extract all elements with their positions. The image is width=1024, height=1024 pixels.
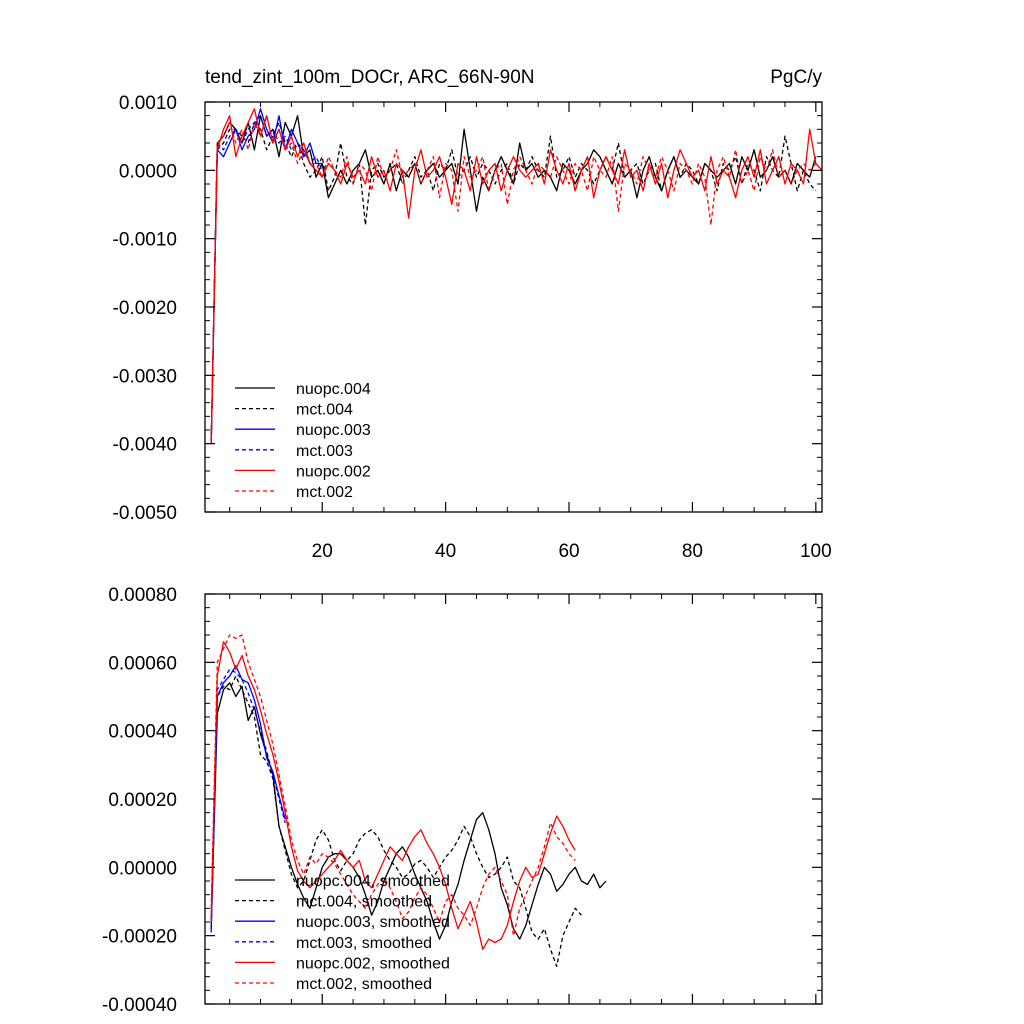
top-series-line-3 bbox=[210, 115, 323, 444]
top-series-line-4 bbox=[210, 108, 823, 444]
top-chart: tend_zint_100m_DOCr, ARC_66N-90N PgC/y 0… bbox=[113, 67, 832, 562]
top-y-tick-label: -0.0010 bbox=[113, 230, 177, 251]
bot-series-line-1 bbox=[210, 675, 582, 968]
top-series-line-2 bbox=[210, 108, 323, 444]
top-legend-label-5: mct.002 bbox=[296, 484, 353, 501]
top-legend-label-2: nuopc.003 bbox=[296, 422, 371, 439]
bot-y-tick-label: -0.00020 bbox=[102, 927, 177, 948]
bot-y-tick-label: 0.00060 bbox=[108, 653, 177, 674]
bot-legend-label-3: mct.003, smoothed bbox=[296, 935, 432, 952]
top-y-tick-label: -0.0050 bbox=[113, 503, 177, 524]
bot-series-line-3 bbox=[210, 668, 286, 923]
bot-legend-label-0: nuopc.004, smoothed bbox=[296, 873, 450, 890]
bot-legend-label-1: mct.004, smoothed bbox=[296, 894, 432, 911]
bot-legend-label-4: nuopc.002, smoothed bbox=[296, 955, 450, 972]
bot-series-line-2 bbox=[210, 665, 286, 933]
bot-y-tick-label: 0.00040 bbox=[108, 722, 177, 743]
top-x-tick-label: 40 bbox=[435, 541, 456, 562]
top-x-tick-label: 80 bbox=[682, 541, 703, 562]
chart-units-label: PgC/y bbox=[770, 67, 822, 88]
bot-series-line-4 bbox=[210, 641, 576, 950]
top-legend-label-1: mct.004 bbox=[296, 402, 353, 419]
bot-legend-label-5: mct.002, smoothed bbox=[296, 976, 432, 993]
top-series-layer bbox=[210, 108, 823, 444]
top-legend-label-0: nuopc.004 bbox=[296, 381, 371, 398]
top-x-tick-label: 100 bbox=[800, 541, 832, 562]
top-x-tick-label: 60 bbox=[558, 541, 579, 562]
bot-y-tick-label: 0.00080 bbox=[108, 585, 177, 606]
top-y-tick-label: -0.0020 bbox=[113, 298, 177, 319]
bot-series-line-0 bbox=[210, 682, 607, 940]
top-legend-label-3: mct.003 bbox=[296, 443, 353, 460]
top-x-tick-label: 20 bbox=[312, 541, 333, 562]
bot-legend-label-2: nuopc.003, smoothed bbox=[296, 914, 450, 931]
top-y-tick-label: 0.0010 bbox=[119, 93, 177, 114]
top-y-axis: 0.0010 0.0000 -0.0010 -0.0020 -0.0030 -0.0040… bbox=[113, 93, 822, 524]
bot-y-tick-label: 0.00020 bbox=[108, 790, 177, 811]
bottom-chart: 0.00080 0.00060 0.00040 0.00020 0.00000 -0.00… bbox=[102, 585, 823, 1016]
top-y-tick-label: -0.0030 bbox=[113, 366, 177, 387]
top-legend: nuopc.004 mct.004 nuopc.003 mct.003 nuopc.00… bbox=[235, 381, 371, 501]
bottom-legend: nuopc.004, smoothed mct.004, smoothed nuop… bbox=[235, 873, 450, 993]
bottom-x-axis bbox=[229, 594, 817, 1004]
bot-y-tick-label: -0.00040 bbox=[102, 995, 177, 1016]
bot-series-line-5 bbox=[210, 634, 576, 937]
top-legend-label-4: nuopc.002 bbox=[296, 463, 371, 480]
bottom-series-layer bbox=[210, 634, 607, 968]
top-y-tick-label: 0.0000 bbox=[119, 161, 177, 182]
top-x-axis: 20 40 60 80 100 bbox=[229, 102, 832, 562]
top-series-line-5 bbox=[210, 115, 817, 444]
bottom-y-axis: 0.00080 0.00060 0.00040 0.00020 0.00000 -0.00… bbox=[102, 585, 822, 1016]
top-y-tick-label: -0.0040 bbox=[113, 435, 177, 456]
bot-y-tick-label: 0.00000 bbox=[108, 858, 177, 879]
chart-title: tend_zint_100m_DOCr, ARC_66N-90N bbox=[205, 67, 535, 88]
